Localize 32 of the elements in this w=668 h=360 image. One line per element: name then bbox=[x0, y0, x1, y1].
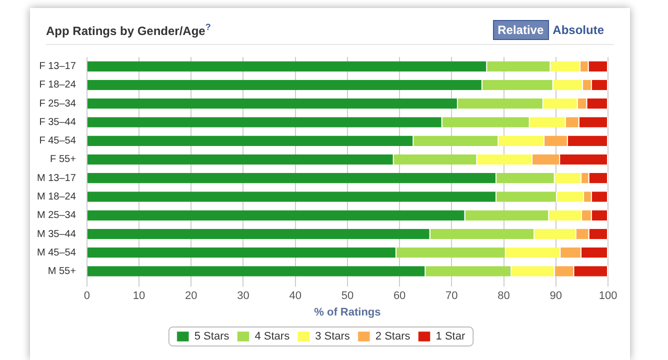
x-tick-label: 90 bbox=[550, 290, 562, 302]
legend-label: 2 Stars bbox=[375, 330, 411, 343]
legend-label: 3 Stars bbox=[315, 330, 350, 343]
y-tick-label: M 55+ bbox=[48, 266, 76, 278]
y-tick-label: M 18–24 bbox=[36, 192, 76, 202]
legend-label: 1 Star bbox=[436, 330, 466, 343]
x-tick-label: 100 bbox=[598, 290, 618, 302]
y-tick-label: M 25–34 bbox=[36, 210, 76, 222]
y-tick-label: M 13–17 bbox=[36, 172, 76, 184]
y-tick-label: F 18–24 bbox=[39, 80, 76, 91]
x-tick-label: 80 bbox=[498, 290, 510, 302]
x-tick-label: 10 bbox=[132, 290, 146, 302]
x-tick-label: 40 bbox=[289, 290, 302, 302]
y-tick-label: M 45–54 bbox=[36, 247, 76, 258]
y-tick-label: F 45–54 bbox=[39, 136, 76, 147]
x-tick-label: 30 bbox=[237, 290, 250, 302]
legend-label: 4 Stars bbox=[254, 330, 290, 343]
text: Relative bbox=[492, 20, 549, 40]
y-tick-label: F 25–34 bbox=[39, 98, 76, 110]
x-tick-label: 0 bbox=[84, 290, 90, 302]
y-tick-label: F 35–44 bbox=[39, 116, 76, 128]
x-axis-title: % of Ratings bbox=[314, 306, 381, 318]
x-tick-label: 60 bbox=[393, 290, 406, 302]
legend-label: 5 Stars bbox=[194, 330, 230, 343]
chart-title: App Ratings by Gender/Age$^{?}$ bbox=[46, 22, 211, 38]
x-tick-label: 20 bbox=[185, 290, 198, 302]
text: Absolute bbox=[552, 22, 605, 39]
y-tick-label: F 55+ bbox=[50, 154, 76, 166]
y-tick-label: F 13–17 bbox=[39, 61, 76, 72]
x-tick-label: 50 bbox=[341, 290, 354, 302]
x-tick-label: 70 bbox=[446, 290, 458, 302]
y-tick-label: M 35–44 bbox=[36, 228, 76, 240]
